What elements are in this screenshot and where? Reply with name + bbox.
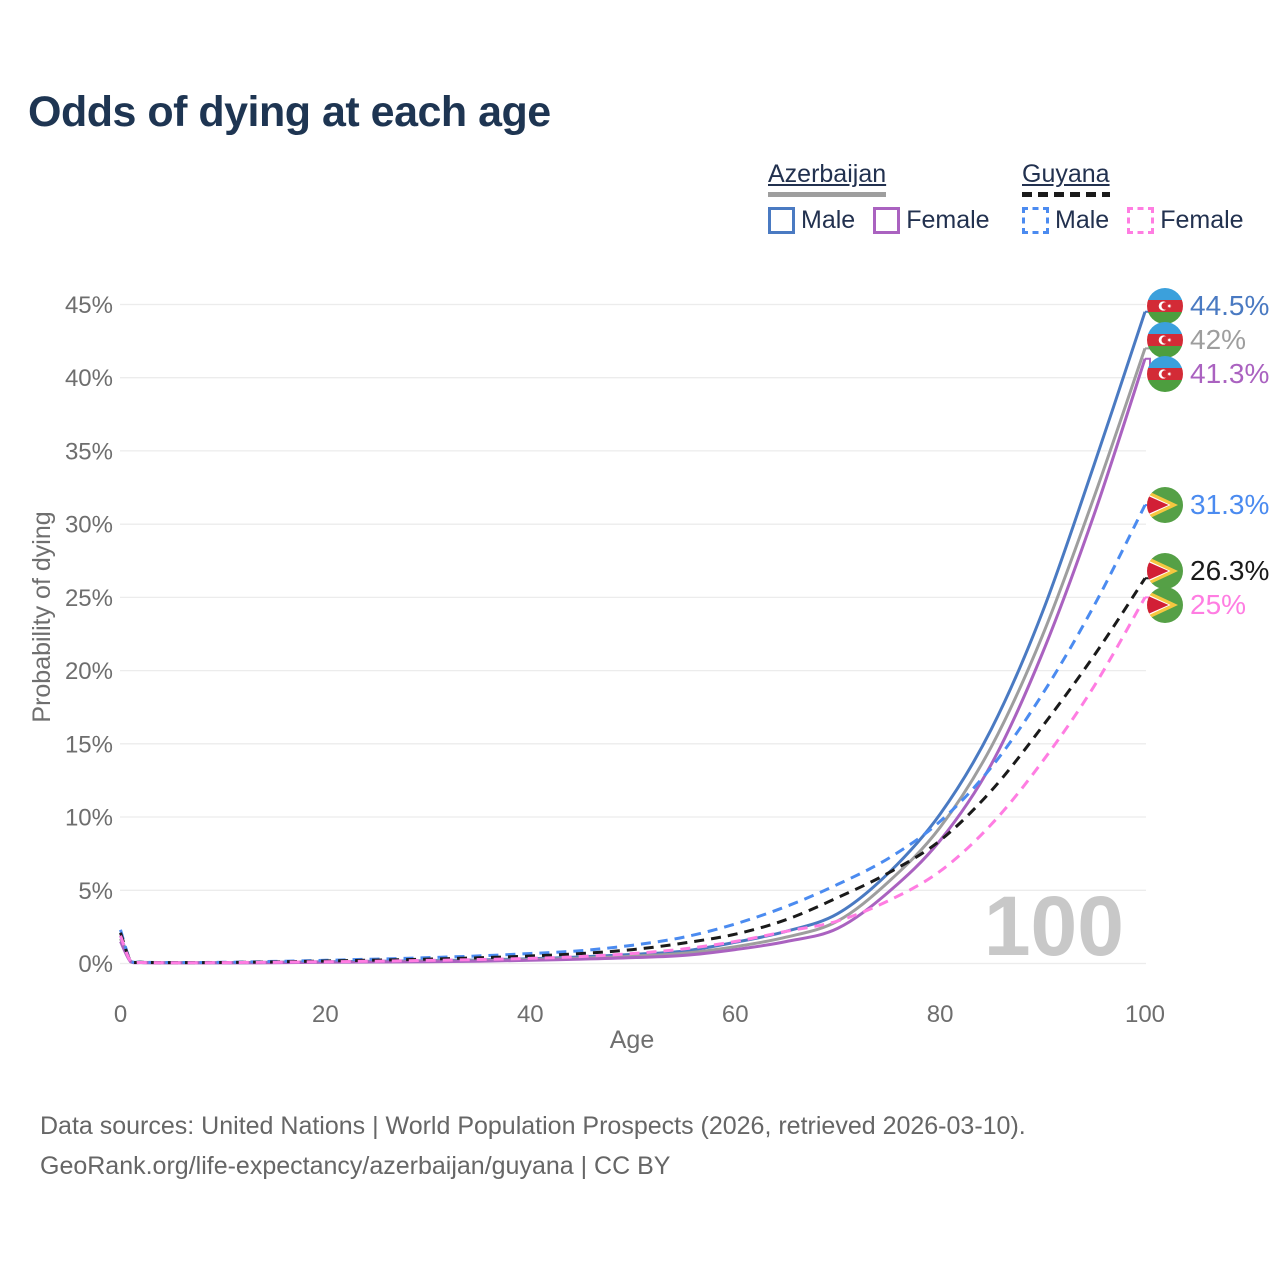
y-tick-label: 15%: [65, 731, 113, 758]
line-gy-all: [119, 577, 1147, 965]
end-label-azerbaijan-all: 42%: [1147, 322, 1246, 358]
x-tick-label: 60: [722, 1001, 749, 1028]
line-gy-female: [119, 596, 1147, 965]
label-connector: [1145, 596, 1154, 606]
azerbaijan-flag-icon: [1147, 322, 1183, 358]
y-axis-title: Probability of dying: [28, 511, 56, 722]
guyana-female-swatch-icon: [1127, 207, 1155, 234]
end-label-azerbaijan-male: 44.5%: [1147, 288, 1269, 324]
legend-label: Male: [801, 206, 856, 234]
end-label-value: 25%: [1190, 589, 1247, 620]
guyana-line-sample: [1022, 192, 1110, 197]
x-tick-label: 80: [927, 1001, 954, 1028]
x-tick-label: 40: [517, 1001, 544, 1028]
azerbaijan-line-sample: [768, 192, 887, 197]
azerbaijan-male-swatch-icon: [768, 207, 795, 234]
end-label-guyana-female: 25%: [1147, 587, 1246, 623]
end-label-value: 26.3%: [1190, 555, 1270, 586]
data-sources-line: Data sources: United Nations | World Pop…: [40, 1112, 1026, 1140]
legend-label: Female: [906, 206, 990, 234]
legend-label: Male: [1055, 206, 1110, 234]
y-tick-label: 30%: [65, 512, 113, 539]
gridlines-and-ticks: 0% 5% 10% 15% 20% 25% 30% 35% 40% 45% 0 20 40 60 80 100: [65, 292, 1165, 1028]
y-tick-label: 40%: [65, 365, 113, 392]
guyana-male-swatch-icon: [1022, 207, 1049, 234]
line-az-all: [119, 347, 1147, 965]
guyana-flag-icon: [1147, 553, 1183, 589]
legend-item-azerbaijan-female[interactable]: Female: [873, 206, 990, 235]
azerbaijan-flag-icon: [1147, 288, 1183, 324]
legend-country-azerbaijan: Azerbaijan: [768, 160, 887, 197]
x-axis-title: Age: [610, 1026, 654, 1054]
chart-curves: [119, 311, 1147, 965]
legend-country-guyana: Guyana: [1022, 160, 1110, 197]
legend-item-guyana-male[interactable]: Male: [1022, 206, 1109, 235]
guyana-flag-icon: [1147, 587, 1183, 623]
y-tick-label: 10%: [65, 805, 113, 832]
x-tick-label: 100: [1125, 1001, 1165, 1028]
y-tick-label: 45%: [65, 292, 113, 319]
legend-label: Female: [1160, 206, 1244, 234]
x-tick-label: 20: [312, 1001, 339, 1028]
end-label-value: 42%: [1190, 324, 1247, 355]
end-label-value: 44.5%: [1190, 290, 1270, 321]
end-label-value: 31.3%: [1190, 489, 1270, 520]
line-az-female: [119, 358, 1147, 965]
age-watermark: 100: [984, 879, 1124, 973]
legend-group-guyana: Guyana Male Female: [1022, 160, 1244, 235]
azerbaijan-flag-icon: [1147, 356, 1183, 392]
footer: Data sources: United Nations | World Pop…: [40, 1106, 1026, 1186]
y-tick-label: 35%: [65, 438, 113, 465]
end-label-value: 41.3%: [1190, 358, 1270, 389]
y-tick-label: 20%: [65, 658, 113, 685]
x-tick-label: 0: [114, 1001, 127, 1028]
y-tick-label: 5%: [78, 878, 113, 905]
legend-item-guyana-female[interactable]: Female: [1127, 206, 1244, 235]
label-connector: [1145, 569, 1154, 580]
end-label-azerbaijan-female: 41.3%: [1147, 356, 1269, 392]
legend-item-azerbaijan-male[interactable]: Male: [768, 206, 855, 235]
page-title: Odds of dying at each age: [28, 88, 551, 136]
attribution-line: GeoRank.org/life-expectancy/azerbaijan/g…: [40, 1152, 671, 1180]
line-gy-male: [119, 504, 1147, 964]
line-az-male: [119, 311, 1147, 965]
legend-country-label: Guyana: [1022, 160, 1110, 188]
y-tick-label: 25%: [65, 585, 113, 612]
end-label-guyana-all: 26.3%: [1147, 553, 1269, 589]
legend-group-azerbaijan: Azerbaijan Male Female: [768, 160, 990, 235]
azerbaijan-female-swatch-icon: [873, 207, 901, 234]
end-label-guyana-male: 31.3%: [1147, 487, 1269, 523]
y-tick-label: 0%: [78, 951, 113, 978]
legend-country-label: Azerbaijan: [768, 160, 887, 188]
guyana-flag-icon: [1147, 487, 1183, 523]
